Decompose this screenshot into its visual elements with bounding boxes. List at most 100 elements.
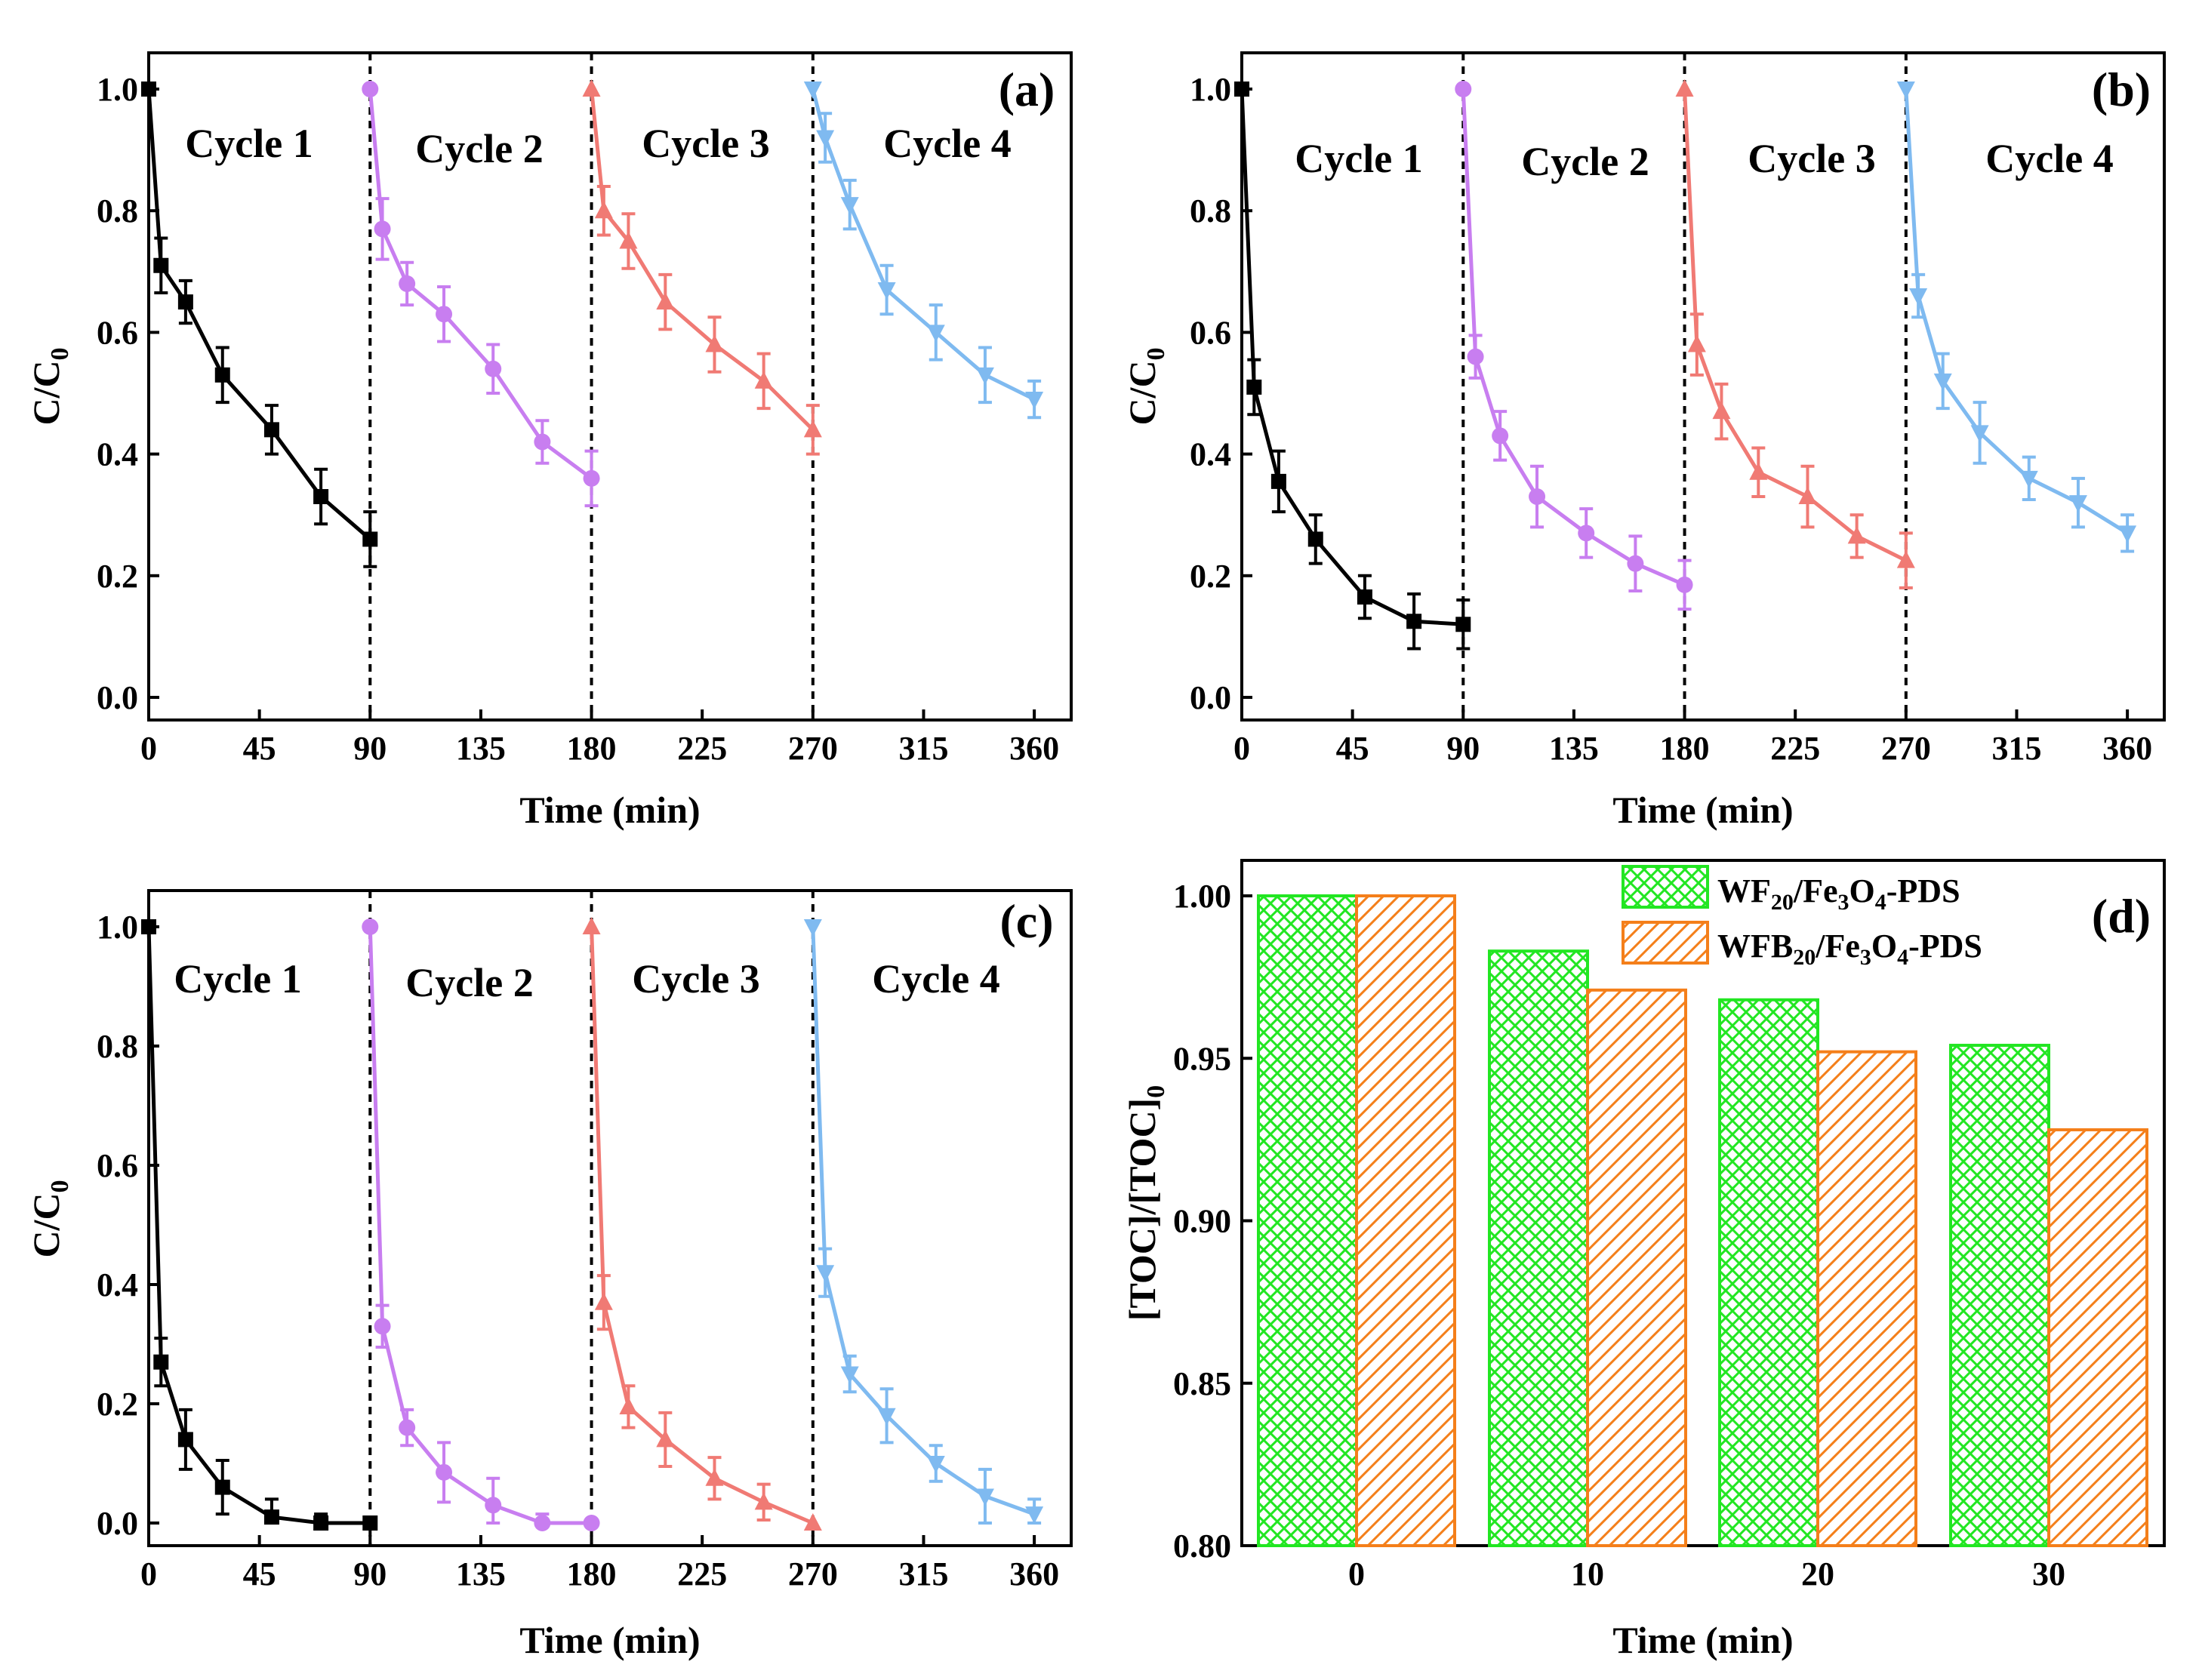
panel-a-y-tick-label: 1.0 xyxy=(97,71,138,108)
panel-b-data-point xyxy=(1712,402,1731,420)
panel-b-data-point xyxy=(1455,81,1472,97)
panel-a-y-tick-label: 0.6 xyxy=(97,314,138,351)
panel-b-data-point xyxy=(1675,79,1694,97)
legend-wf-part-1: 20 xyxy=(1771,890,1794,915)
panel-a-y-tick-label: 0.4 xyxy=(97,436,138,473)
panel-c-x-tick-label: 360 xyxy=(1009,1555,1059,1592)
panel-a-data-point xyxy=(534,433,551,451)
panel-c-data-point xyxy=(975,1488,994,1506)
panel-c-data-point xyxy=(619,1396,638,1414)
panel-c-data-point xyxy=(362,918,379,935)
panel-b-data-point xyxy=(1529,488,1546,506)
panel-a-data-point xyxy=(1025,392,1044,410)
panel-c-data-point xyxy=(263,1509,279,1525)
panel-a-data-point xyxy=(177,294,193,310)
panel-c-data-point xyxy=(1025,1506,1044,1525)
panel-a-data-point xyxy=(816,130,835,148)
legend-swatch-wf xyxy=(1622,865,1709,909)
panel-b-cycle-chart: 0 45 90 135 180 225 270 315 360 0.0 0.2 0.4 0.6 0.8 1.… xyxy=(1121,51,2166,831)
panel-c-series-cycle-1 xyxy=(141,919,378,1531)
panel-a-x-tick-label: 135 xyxy=(456,730,506,767)
panel-c-x-tick-label: 180 xyxy=(567,1555,617,1592)
panel-b-data-point xyxy=(1307,531,1323,547)
panel-b-x-tick-label: 135 xyxy=(1549,730,1599,767)
panel-d-y-tick-label: 0.90 xyxy=(1173,1203,1231,1240)
panel-c-series-line xyxy=(811,926,1035,1516)
panel-a-cycle-2-label: Cycle 2 xyxy=(415,126,543,171)
panel-d-y-tick-label: 0.95 xyxy=(1173,1040,1231,1077)
panel-b-cycle-4-label: Cycle 4 xyxy=(1985,136,2113,181)
panel-a-x-tick-label: 315 xyxy=(898,730,948,767)
panel-a-frame xyxy=(147,51,1073,722)
panel-a-cycle-3-label: Cycle 3 xyxy=(642,121,769,166)
panel-a-data-point xyxy=(656,292,675,310)
panel-a-series-cycle-1 xyxy=(141,82,378,568)
legend-wfb-part-3: 3 xyxy=(1860,945,1871,970)
panel-a-x-tick-label: 90 xyxy=(353,730,387,767)
panel-b-x-axis-title: Time (min) xyxy=(1612,789,1793,831)
panel-a-data-point xyxy=(362,531,378,547)
panel-b-data-point xyxy=(1627,555,1644,572)
panel-d-frame xyxy=(1240,859,2166,1547)
legend-wf-part-2: /Fe xyxy=(1793,872,1838,909)
panel-a-data-point xyxy=(754,371,773,389)
panel-a-data-point xyxy=(436,306,453,323)
panel-d-bar-wf xyxy=(1488,949,1589,1548)
panel-d-bar-wfb xyxy=(1355,894,1456,1547)
panel-c-x-tick-label: 270 xyxy=(788,1555,838,1592)
panel-c-x-axis-title: Time (min) xyxy=(519,1619,700,1661)
panel-a-y-tick-label: 0.8 xyxy=(97,192,138,229)
panel-c-y-title-main: C/C xyxy=(25,1192,67,1257)
panel-a-series-cycle-4 xyxy=(803,82,1044,420)
panel-c-y-tick-label: 0.6 xyxy=(97,1147,138,1184)
panel-d-bar-wfb xyxy=(2047,1128,2148,1547)
panel-c-data-point xyxy=(534,1515,551,1531)
panel-b-data-point xyxy=(1357,589,1372,605)
panel-b-data-point xyxy=(1798,487,1817,505)
panel-c-data-point xyxy=(656,1429,675,1448)
panel-b-y-tick-label: 1.0 xyxy=(1190,71,1231,108)
panel-d-y-tick-label: 1.00 xyxy=(1173,878,1231,915)
panel-b-series-cycle-1 xyxy=(1234,82,1471,651)
panel-b-data-point xyxy=(2068,495,2087,513)
panel-c-cycle-3-label: Cycle 3 xyxy=(632,956,759,1002)
legend-wf-part-0: WF xyxy=(1717,872,1771,909)
panel-a-data-point xyxy=(619,231,638,249)
panel-c-data-point xyxy=(840,1366,859,1384)
panel-b-x-tick-label: 0 xyxy=(1233,730,1250,767)
panel-d-letter: (d) xyxy=(2092,889,2151,943)
panel-a-data-point xyxy=(594,201,613,219)
panel-c-data-point xyxy=(374,1318,391,1335)
panel-b-y-tick-label: 0.8 xyxy=(1190,192,1231,229)
panel-d-x-tick-label: 0 xyxy=(1348,1555,1365,1592)
panel-b-x-tick-label: 90 xyxy=(1446,730,1480,767)
panel-d-x-axis-title: Time (min) xyxy=(1612,1619,1793,1661)
panel-d-x-tick-label: 10 xyxy=(1571,1555,1604,1592)
panel-a-data-point xyxy=(582,79,601,97)
panel-b-letter: (b) xyxy=(2092,63,2151,116)
panel-a-data-point xyxy=(705,334,724,352)
panel-c-x-tick-label: 135 xyxy=(456,1555,506,1592)
panel-b-data-point xyxy=(1467,348,1484,365)
panel-a-y-title-main: C/C xyxy=(25,360,67,425)
panel-b-series-cycle-4 xyxy=(1896,82,2137,553)
panel-a-data-point xyxy=(141,82,156,97)
panel-c-frame xyxy=(147,889,1073,1547)
panel-c-y-tick-label: 0.4 xyxy=(97,1266,138,1303)
panel-b-data-point xyxy=(1578,525,1595,542)
panel-b-cycle-3-label: Cycle 3 xyxy=(1748,136,1875,181)
panel-b-cycle-2-label: Cycle 2 xyxy=(1521,139,1649,184)
panel-c-x-tick-label: 90 xyxy=(353,1555,387,1592)
panel-b-x-tick-label: 45 xyxy=(1336,730,1369,767)
panel-a-data-point xyxy=(362,81,379,97)
panel-a-x-tick-label: 0 xyxy=(140,730,157,767)
panel-b-series-cycle-2 xyxy=(1455,81,1693,611)
panel-c-series-line xyxy=(590,926,814,1525)
panel-b-y-title-sub: 0 xyxy=(1142,347,1170,360)
panel-c-data-point xyxy=(313,1515,329,1531)
panel-c-data-point xyxy=(177,1432,193,1448)
panel-d-bar-wf xyxy=(1718,998,1819,1547)
legend-wfb-part-5: 4 xyxy=(1897,945,1908,970)
legend-swatch-wfb xyxy=(1622,921,1709,965)
